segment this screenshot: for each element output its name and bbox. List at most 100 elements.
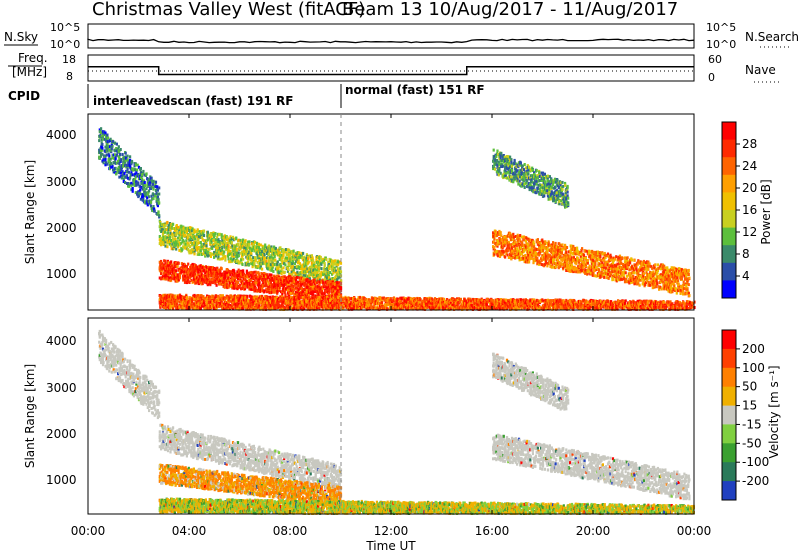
heatmap-cell xyxy=(286,257,288,260)
heatmap-cell xyxy=(288,249,290,252)
heatmap-cell xyxy=(252,256,254,259)
heatmap-cell xyxy=(185,243,187,246)
heatmap-cell xyxy=(284,275,286,278)
freq-tick-bottom: 8 xyxy=(66,70,73,83)
heatmap-cell xyxy=(258,282,260,285)
heatmap-cell xyxy=(337,296,339,299)
heatmap-cell xyxy=(110,158,112,161)
heatmap-cell xyxy=(265,260,267,263)
heatmap-cell xyxy=(257,261,259,264)
heatmap-cell xyxy=(203,230,205,233)
heatmap-cell xyxy=(228,260,230,263)
heatmap-cell xyxy=(270,281,272,284)
heatmap-cell xyxy=(167,231,169,234)
heatmap-cell xyxy=(305,296,307,299)
heatmap-cell xyxy=(207,255,209,258)
heatmap-cell xyxy=(202,266,204,269)
heatmap-cell xyxy=(296,271,298,274)
heatmap-cell xyxy=(237,281,239,284)
heatmap-cell xyxy=(101,147,103,150)
heatmap-cell xyxy=(254,256,256,259)
heatmap-cell xyxy=(157,198,159,201)
heatmap-cell xyxy=(248,264,250,267)
heatmap-cell xyxy=(264,245,266,248)
heatmap-cell xyxy=(279,251,281,254)
heatmap-cell xyxy=(163,306,165,309)
heatmap-cell xyxy=(329,271,331,274)
heatmap-cell xyxy=(280,265,282,268)
heatmap-cell xyxy=(238,254,240,257)
heatmap-cell xyxy=(295,279,297,282)
heatmap-cell xyxy=(111,157,113,160)
heatmap-cell xyxy=(278,271,280,274)
heatmap-cell xyxy=(318,283,320,286)
heatmap-cell xyxy=(145,173,147,176)
nave-label: Nave xyxy=(745,63,776,77)
heatmap-cell xyxy=(157,210,159,213)
heatmap-cell xyxy=(284,294,286,297)
nave-tick-bottom: 0 xyxy=(708,71,715,84)
heatmap-cell xyxy=(315,265,317,268)
heatmap-cell xyxy=(140,167,142,170)
heatmap-cell xyxy=(135,175,137,178)
heatmap-cell xyxy=(156,185,158,188)
heatmap-cell xyxy=(237,278,239,281)
heatmap-cell xyxy=(235,280,237,283)
heatmap-cell xyxy=(271,248,273,251)
heatmap-cell xyxy=(323,267,325,270)
heatmap-cell xyxy=(298,251,300,254)
heatmap-cell xyxy=(148,195,150,198)
heatmap-cell xyxy=(289,280,291,283)
heatmap-cell xyxy=(169,229,171,232)
heatmap-cell xyxy=(312,256,314,259)
heatmap-cell xyxy=(312,290,314,293)
heatmap-cell xyxy=(248,244,250,247)
heatmap-cell xyxy=(194,273,196,276)
heatmap-cell xyxy=(152,188,154,191)
heatmap-cell xyxy=(100,127,102,130)
heatmap-cell xyxy=(179,237,181,240)
heatmap-cell xyxy=(238,251,240,254)
heatmap-cell xyxy=(213,256,215,259)
heatmap-cell xyxy=(291,284,293,287)
freq-tick-top: 18 xyxy=(62,53,76,66)
heatmap-cell xyxy=(184,275,186,278)
heatmap-cell xyxy=(242,258,244,261)
heatmap-cell xyxy=(132,190,134,193)
heatmap-cell xyxy=(257,257,259,260)
heatmap-cell xyxy=(108,154,110,157)
heatmap-cell xyxy=(160,237,162,240)
heatmap-cell xyxy=(275,247,277,250)
nsky-tick-top: 10^5 xyxy=(50,21,80,34)
heatmap-cell xyxy=(110,138,112,141)
heatmap-cell xyxy=(362,305,364,308)
heatmap-cell xyxy=(119,153,121,156)
heatmap-cell xyxy=(240,259,242,262)
heatmap-cell xyxy=(231,241,233,244)
heatmap-cell xyxy=(272,270,274,273)
heatmap-cell xyxy=(102,138,104,141)
heatmap-cell xyxy=(155,181,157,184)
heatmap-cell xyxy=(270,263,272,266)
heatmap-cell xyxy=(116,154,118,157)
nsky-label: N.Sky xyxy=(4,30,38,44)
nsearch-tick-top: 10^5 xyxy=(706,21,736,34)
heatmap-cell xyxy=(247,260,249,263)
heatmap-cell xyxy=(118,145,120,148)
heatmap-cell xyxy=(264,253,266,256)
heatmap-cell xyxy=(190,251,192,254)
heatmap-cell xyxy=(111,165,113,168)
heatmap-cell xyxy=(293,250,295,253)
heatmap-cell xyxy=(290,292,292,295)
heatmap-cell xyxy=(240,239,242,242)
heatmap-cell xyxy=(132,187,134,190)
heatmap-cell xyxy=(101,153,103,156)
heatmap-cell xyxy=(126,174,128,177)
heatmap-cell xyxy=(336,281,338,284)
heatmap-cell xyxy=(100,131,102,134)
heatmap-cell xyxy=(340,262,342,265)
cpid-mode-2: normal (fast) 151 RF xyxy=(345,83,485,97)
heatmap-cell xyxy=(175,248,177,251)
heatmap-cell xyxy=(298,256,300,259)
